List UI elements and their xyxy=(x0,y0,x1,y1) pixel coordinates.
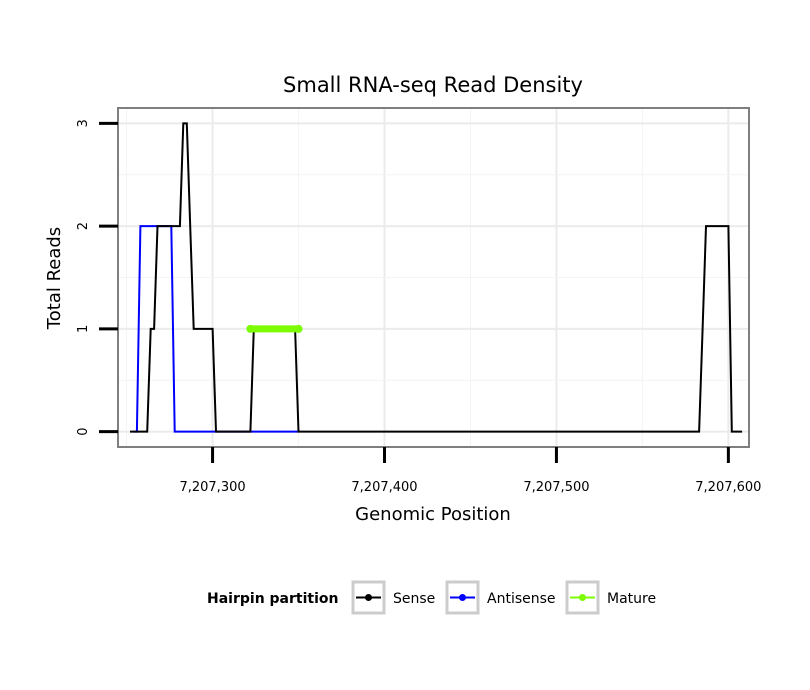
series-point-mature xyxy=(246,324,255,333)
y-tick-label: 3 xyxy=(76,119,91,127)
chart-title: Small RNA-seq Read Density xyxy=(283,73,583,97)
y-tick-label: 0 xyxy=(76,427,91,435)
legend-label: Mature xyxy=(607,591,656,607)
y-axis-label: Total Reads xyxy=(44,227,65,330)
legend-item-antisense: Antisense xyxy=(445,580,556,615)
plot-panel-border xyxy=(117,107,750,448)
x-tick-label: 7,207,600 xyxy=(695,480,761,495)
y-tick-label: 1 xyxy=(76,325,91,333)
legend-item-mature: Mature xyxy=(565,580,656,615)
data-series xyxy=(130,122,743,433)
legend-item-sense: Sense xyxy=(351,580,435,615)
series-point-mature xyxy=(294,324,303,333)
legend-key-point xyxy=(459,594,466,601)
legend-key-point xyxy=(579,594,586,601)
x-tick-label: 7,207,300 xyxy=(179,480,245,495)
legend: Hairpin partition Sense Antisense Mature xyxy=(207,580,656,615)
x-tick-label: 7,207,400 xyxy=(351,480,417,495)
legend-key-point xyxy=(365,594,372,601)
x-axis-label: Genomic Position xyxy=(355,504,511,525)
x-tick-label: 7,207,500 xyxy=(523,480,589,495)
legend-items: Sense Antisense Mature xyxy=(351,580,656,615)
legend-label: Antisense xyxy=(487,591,556,607)
y-tick-label: 2 xyxy=(76,222,91,230)
legend-title: Hairpin partition xyxy=(207,591,338,607)
legend-label: Sense xyxy=(393,591,435,607)
axes: 7,207,300 7,207,400 7,207,500 7,207,600 0 1 2 3 xyxy=(76,119,761,495)
series-line-sense xyxy=(130,122,743,433)
